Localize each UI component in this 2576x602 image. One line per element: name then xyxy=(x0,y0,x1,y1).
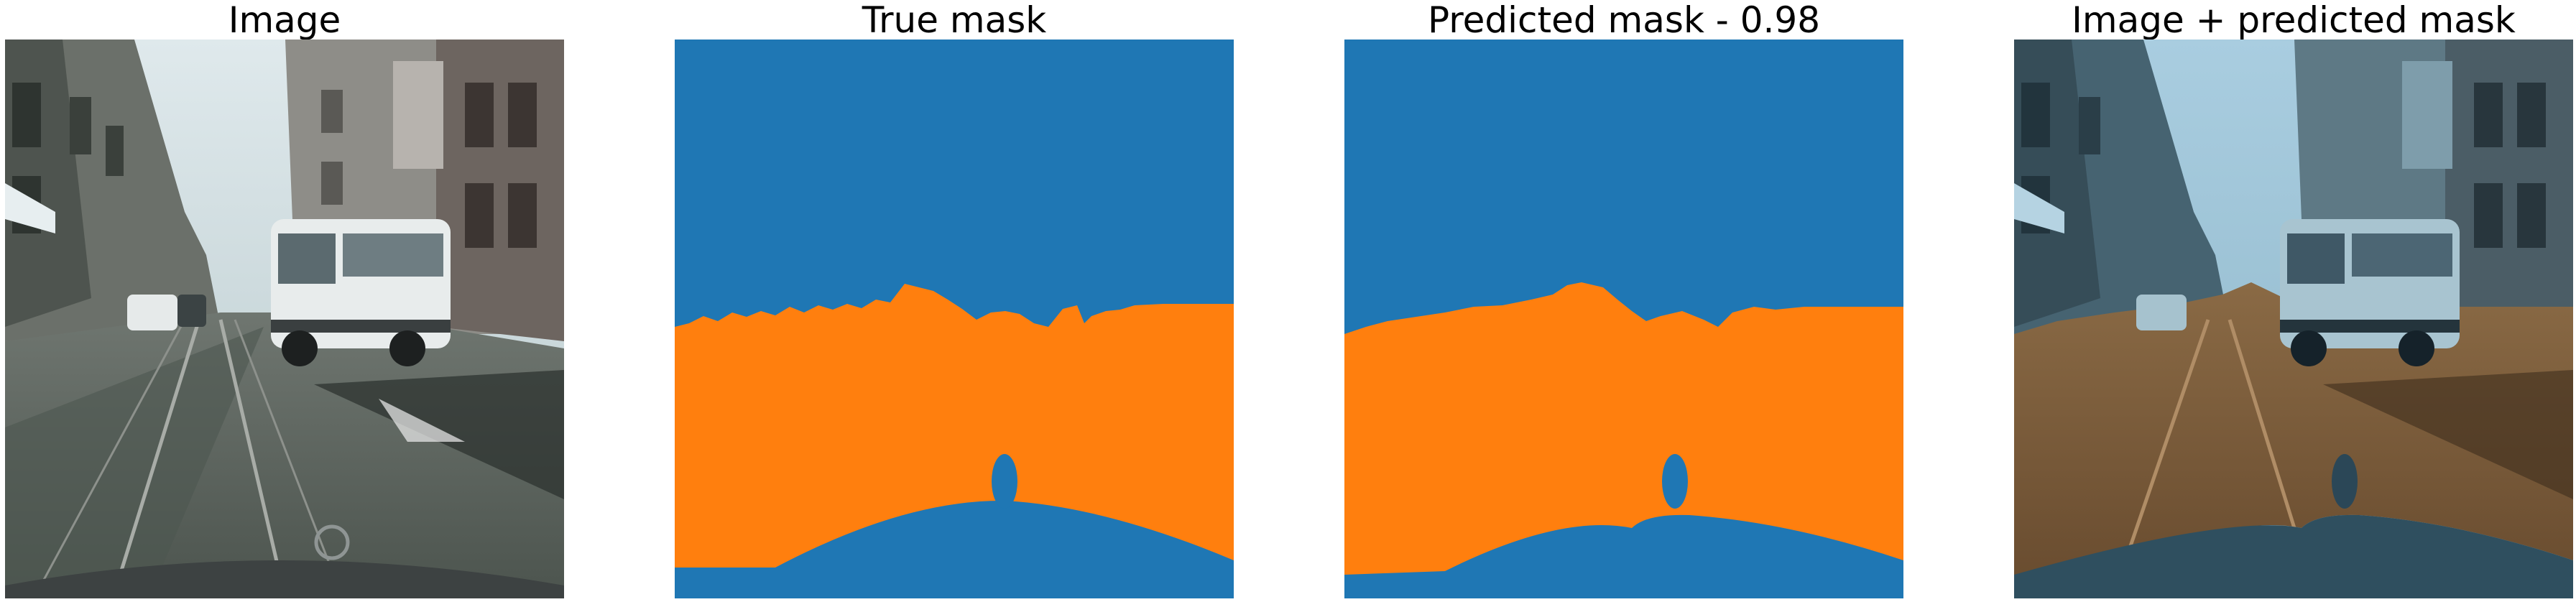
predicted-mask xyxy=(1344,40,1903,598)
panel-title-true-mask: True mask xyxy=(862,0,1047,41)
panel-title-image: Image xyxy=(228,0,341,41)
overlay-image xyxy=(2014,40,2573,598)
street-scene-image xyxy=(5,40,564,598)
panel-title-overlay: Image + predicted mask xyxy=(2072,0,2516,41)
true-mask xyxy=(675,40,1234,598)
panel-title-predicted-mask: Predicted mask - 0.98 xyxy=(1427,0,1821,41)
